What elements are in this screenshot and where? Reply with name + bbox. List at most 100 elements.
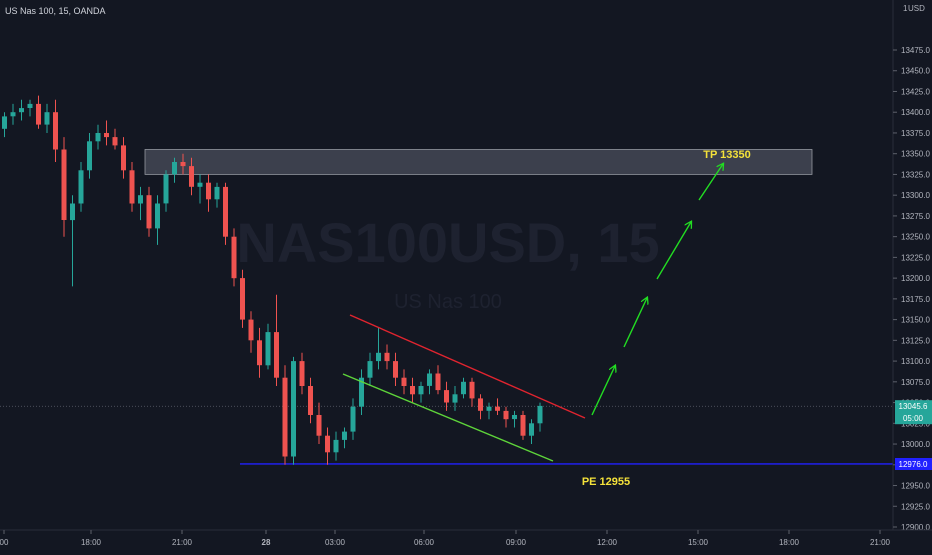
candle[interactable] bbox=[95, 124, 101, 150]
time-tick-label: 06:00 bbox=[414, 538, 435, 547]
candle[interactable] bbox=[231, 228, 237, 287]
time-axis[interactable]: 00 18:00 21:00 28 03:00 06:00 09:00 12:00 15:00 1… bbox=[0, 529, 932, 547]
candle[interactable] bbox=[495, 398, 500, 415]
candle[interactable] bbox=[180, 153, 186, 175]
candle[interactable] bbox=[155, 195, 160, 245]
candle[interactable] bbox=[503, 406, 509, 428]
price-axis[interactable]: 1 USD 13475.0 13450.0 13425.0 13400.0 13375.… bbox=[892, 0, 932, 532]
time-tick-label: 03:00 bbox=[325, 538, 346, 547]
candle-body bbox=[495, 406, 500, 411]
candle[interactable] bbox=[350, 398, 356, 440]
lower-trend-line[interactable] bbox=[342, 373, 554, 462]
price-tick-label: 13075.0 bbox=[901, 378, 930, 387]
candle[interactable] bbox=[206, 174, 211, 212]
candle[interactable] bbox=[520, 410, 526, 440]
candle[interactable] bbox=[61, 137, 67, 237]
candle[interactable] bbox=[435, 365, 441, 395]
candle[interactable] bbox=[27, 99, 33, 117]
candle[interactable] bbox=[87, 133, 92, 179]
candle[interactable] bbox=[121, 137, 126, 179]
candle[interactable] bbox=[19, 99, 24, 121]
candle-body bbox=[240, 278, 245, 320]
candle[interactable] bbox=[36, 95, 41, 129]
watermark-name: US Nas 100 bbox=[394, 291, 502, 313]
candle-body bbox=[231, 236, 237, 279]
candle[interactable] bbox=[240, 269, 245, 328]
arrow-3[interactable] bbox=[656, 222, 691, 280]
candle[interactable] bbox=[393, 352, 398, 386]
candle[interactable] bbox=[469, 377, 475, 407]
chart-header-title: US Nas 100, 15, OANDA bbox=[5, 6, 106, 16]
candle[interactable] bbox=[104, 120, 109, 146]
candle[interactable] bbox=[537, 402, 543, 432]
price-tick-label: 13150.0 bbox=[901, 316, 930, 325]
candle[interactable] bbox=[223, 182, 228, 245]
candle[interactable] bbox=[401, 369, 407, 395]
candle-body bbox=[469, 381, 475, 399]
candle[interactable] bbox=[376, 327, 381, 370]
arrow-2[interactable] bbox=[623, 298, 647, 348]
candle[interactable] bbox=[529, 419, 534, 444]
arrow-4[interactable] bbox=[698, 164, 723, 201]
upper-trend-line[interactable] bbox=[349, 314, 586, 419]
candle[interactable] bbox=[53, 99, 58, 162]
candle[interactable] bbox=[197, 174, 203, 204]
candle[interactable] bbox=[512, 410, 517, 428]
price-tick-label: 13125.0 bbox=[901, 336, 930, 345]
candle[interactable] bbox=[418, 381, 424, 403]
candle[interactable] bbox=[384, 344, 390, 370]
candle[interactable] bbox=[367, 352, 373, 386]
candle[interactable] bbox=[299, 352, 305, 395]
candle-body bbox=[520, 415, 526, 436]
candle[interactable] bbox=[10, 103, 16, 125]
candle[interactable] bbox=[282, 365, 288, 465]
candle[interactable] bbox=[248, 311, 254, 353]
time-tick-label: 21:00 bbox=[870, 538, 891, 547]
candle[interactable] bbox=[461, 377, 466, 399]
candle[interactable] bbox=[138, 186, 143, 221]
price-tick-label: 13325.0 bbox=[901, 170, 930, 179]
candle[interactable] bbox=[129, 162, 135, 212]
candle-body bbox=[53, 112, 58, 150]
candle[interactable] bbox=[2, 112, 7, 138]
candle[interactable] bbox=[316, 402, 322, 444]
resistance-zone[interactable] bbox=[144, 149, 813, 175]
time-tick-label: 09:00 bbox=[506, 538, 527, 547]
candle-body bbox=[299, 361, 305, 386]
candle[interactable] bbox=[163, 170, 169, 212]
price-tick-label: 13100.0 bbox=[901, 357, 930, 366]
time-tick-label: 00 bbox=[0, 538, 9, 547]
candle-body bbox=[359, 377, 364, 407]
candle[interactable] bbox=[486, 402, 492, 420]
candle[interactable] bbox=[427, 369, 432, 395]
candle[interactable] bbox=[359, 369, 364, 415]
candle[interactable] bbox=[291, 356, 296, 465]
candle[interactable] bbox=[444, 381, 449, 411]
candle[interactable] bbox=[172, 157, 177, 183]
candle[interactable] bbox=[214, 182, 220, 208]
candle[interactable] bbox=[78, 162, 84, 212]
arrow-1[interactable] bbox=[591, 366, 615, 416]
price-tick-label: 13300.0 bbox=[901, 191, 930, 200]
candle-body bbox=[384, 352, 390, 362]
candle[interactable] bbox=[189, 157, 194, 196]
candle[interactable] bbox=[146, 186, 152, 237]
candle[interactable] bbox=[274, 294, 279, 386]
candle[interactable] bbox=[342, 427, 347, 449]
current-price-tag bbox=[895, 400, 932, 425]
candle-body bbox=[112, 137, 118, 146]
candle[interactable] bbox=[452, 386, 458, 411]
candle[interactable] bbox=[478, 394, 483, 420]
candle[interactable] bbox=[257, 327, 262, 378]
candle[interactable] bbox=[308, 377, 313, 424]
candle[interactable] bbox=[333, 431, 339, 461]
time-ticks: 00 18:00 21:00 28 03:00 06:00 09:00 12:00 15:00 1… bbox=[0, 530, 891, 547]
candle[interactable] bbox=[265, 323, 271, 370]
candle[interactable] bbox=[70, 195, 75, 287]
candle[interactable] bbox=[325, 427, 330, 465]
candle[interactable] bbox=[410, 377, 415, 403]
candle[interactable] bbox=[44, 103, 50, 133]
candle[interactable] bbox=[112, 128, 118, 150]
